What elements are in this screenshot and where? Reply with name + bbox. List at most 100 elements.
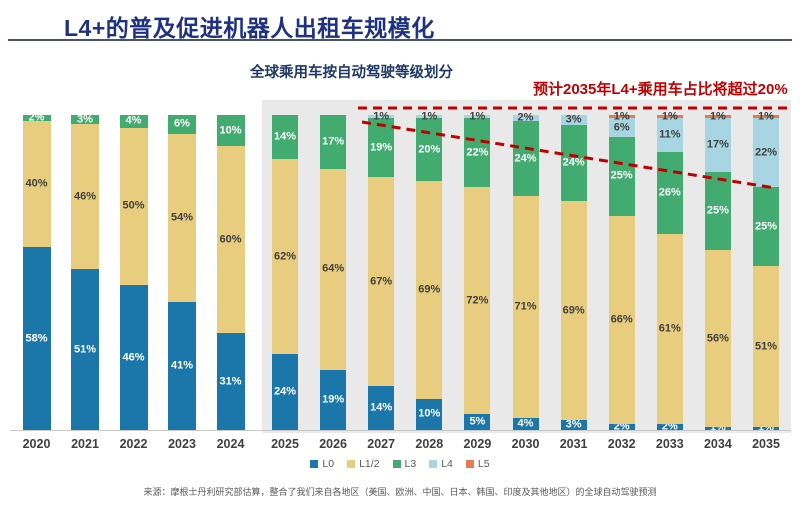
slice-value-label: 50% [122, 199, 145, 212]
slice-L12-2034: 56% [704, 250, 731, 427]
slice-value-label: 60% [219, 233, 242, 246]
legend-item-L12: L1/2 [347, 458, 380, 470]
slice-value-label: 1% [373, 110, 390, 123]
slice-L4-2035: 22% [753, 118, 779, 188]
slice-L0-2023: 41% [168, 302, 196, 430]
x-axis-label-2028: 2028 [415, 437, 444, 451]
bar-2021: 51% 46% 3% [71, 114, 99, 430]
slice-value-label: 66% [610, 313, 633, 326]
slice-value-label: 19% [370, 141, 393, 154]
legend-item-L5: L5 [465, 458, 490, 470]
slice-L3-2024: 10% [216, 115, 245, 147]
slice-value-label: 71% [514, 300, 537, 313]
slice-value-label: 22% [466, 146, 489, 159]
slice-value-label: 4% [125, 114, 142, 127]
slice-L3-2023: 6% [168, 115, 196, 134]
slice-L5-2035: 1% [753, 111, 779, 122]
slice-value-label: 51% [73, 343, 97, 356]
bar-2025: 24% 62% 14% [272, 115, 298, 430]
x-axis-label-2035: 2035 [752, 437, 780, 451]
slice-value-label: 31% [219, 375, 242, 388]
slice-L3-2029: 22% [464, 118, 491, 188]
slice-L4-2029: 1% [464, 111, 491, 122]
slice-value-label: 1% [613, 110, 630, 123]
slice-L5-2033: 1% [656, 111, 683, 122]
title-divider [8, 39, 792, 41]
x-axis-label-2025: 2025 [271, 437, 299, 451]
slice-value-label: 1% [709, 110, 726, 123]
slice-value-label: 3% [565, 113, 582, 126]
slice-L12-2024: 60% [216, 146, 245, 334]
x-axis-label-2021: 2021 [71, 437, 99, 451]
bar-2034: 1% 56% 25% 17% 1% [704, 111, 731, 433]
slice-value-label: 67% [370, 275, 393, 288]
slice-value-label: 58% [25, 332, 48, 345]
legend-label: L5 [477, 458, 490, 470]
slice-L0-2021: 51% [71, 269, 99, 430]
slice-L12-2030: 71% [512, 196, 539, 418]
slice-value-label: 1% [421, 110, 438, 123]
slice-value-label: 2% [517, 111, 534, 124]
slice-value-label: 40% [25, 177, 48, 190]
slice-L12-2032: 66% [608, 215, 635, 424]
slice-value-label: 2% [661, 420, 678, 433]
slice-value-label: 10% [418, 407, 441, 420]
slice-value-label: 24% [562, 156, 585, 169]
x-axis-label-2024: 2024 [216, 437, 245, 451]
slice-L3-2020: 2% [22, 112, 51, 123]
slice-value-label: 6% [174, 117, 190, 130]
bar-2027: 14% 67% 19% 1% [368, 111, 395, 430]
slice-value-label: 62% [273, 250, 297, 263]
slice-L3-2033: 26% [656, 152, 683, 234]
slice-value-label: 25% [754, 220, 778, 233]
slice-L0-2028: 10% [416, 398, 443, 430]
slice-L3-2032: 25% [608, 137, 635, 216]
slice-L12-2021: 46% [71, 124, 99, 270]
slice-L4-2028: 1% [416, 111, 443, 122]
legend-swatch-icon [465, 460, 474, 468]
legend-label: L3 [404, 458, 417, 470]
legend-label: L4 [441, 458, 453, 470]
slice-value-label: 64% [322, 262, 345, 275]
slice-L4-2034: 17% [704, 118, 731, 172]
slice-L3-2028: 20% [416, 118, 443, 182]
slice-L0-2029: 5% [464, 414, 491, 430]
slice-L3-2030: 24% [512, 121, 539, 197]
x-axis-label-2023: 2023 [168, 437, 196, 451]
slice-L0-2020: 58% [22, 247, 51, 430]
slice-L0-2022: 46% [119, 285, 148, 430]
slice-L0-2024: 31% [216, 333, 245, 430]
slice-value-label: 26% [658, 186, 681, 199]
slice-value-label: 3% [565, 418, 582, 431]
slice-L12-2035: 51% [753, 266, 779, 427]
slice-L3-2022: 4% [119, 114, 148, 128]
legend-swatch-icon [347, 460, 356, 468]
slice-value-label: 69% [562, 304, 585, 317]
legend-item-L3: L3 [392, 458, 417, 470]
slice-L0-2027: 14% [368, 386, 395, 430]
slice-value-label: 4% [517, 417, 534, 430]
slice-L3-2026: 17% [320, 115, 347, 169]
slice-L12-2028: 69% [416, 181, 443, 399]
slice-L4-2033: 11% [656, 118, 683, 153]
legend-label: L0 [322, 458, 335, 470]
legend-item-L0: L0 [310, 458, 334, 470]
slice-L0-2026: 19% [320, 370, 347, 430]
slice-value-label: 1% [661, 110, 678, 123]
slice-L4-2031: 3% [560, 113, 587, 126]
legend-swatch-icon [310, 460, 319, 468]
slice-value-label: 17% [322, 135, 345, 148]
slice-L0-2033: 2% [656, 420, 683, 433]
page-title: L4+的普及促进机器人出租车规模化 [64, 15, 435, 41]
slice-L12-2027: 67% [368, 177, 395, 387]
x-axis-label-2027: 2027 [367, 437, 396, 451]
slice-L12-2031: 69% [560, 200, 587, 421]
x-axis-label-2034: 2034 [703, 437, 732, 451]
x-axis-label-2030: 2030 [511, 437, 540, 451]
x-axis-label-2022: 2022 [119, 437, 148, 451]
bar-2024: 31% 60% 10% [216, 115, 245, 430]
slice-value-label: 69% [418, 283, 441, 296]
slice-value-label: 5% [469, 415, 486, 428]
bar-2035: 1% 51% 25% 22% 1% [753, 111, 779, 433]
slice-L12-2029: 72% [464, 187, 491, 415]
